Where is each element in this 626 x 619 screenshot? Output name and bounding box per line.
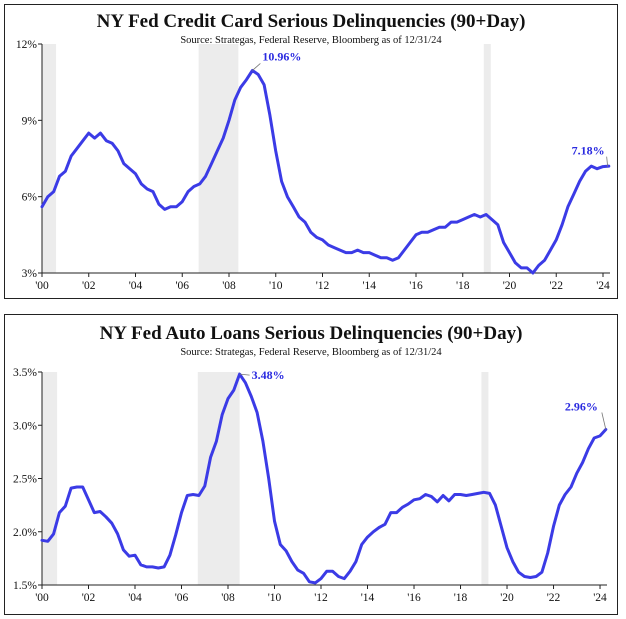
recession-band	[197, 372, 240, 585]
chart-title: NY Fed Credit Card Serious Delinquencies…	[96, 11, 526, 32]
x-tick-label: '18	[456, 280, 470, 292]
x-tick-label: '02	[82, 280, 96, 292]
x-tick-label: '18	[454, 592, 468, 604]
x-tick-label: '02	[82, 592, 96, 604]
x-tick-label: '08	[222, 280, 236, 292]
x-tick-label: '04	[129, 280, 143, 292]
recession-band	[483, 44, 491, 273]
y-tick-label: 12%	[16, 39, 38, 51]
recession-band	[198, 44, 239, 273]
x-tick-label: '10	[269, 280, 283, 292]
auto-loan-delinquency-chart-panel: NY Fed Auto Loans Serious Delinquencies …	[4, 314, 618, 615]
chart-subtitle: Source: Strategas, Federal Reserve, Bloo…	[180, 35, 442, 46]
credit-card-delinquency-chart-panel: NY Fed Credit Card Serious Delinquencies…	[4, 4, 618, 299]
y-tick-label: 2.0%	[13, 527, 37, 539]
recession-band	[481, 372, 489, 585]
series-line	[40, 69, 611, 275]
x-tick-label: '12	[314, 592, 328, 604]
y-tick-label: 6%	[22, 192, 38, 204]
x-tick-label: '08	[221, 592, 235, 604]
x-tick-label: '20	[500, 592, 514, 604]
x-tick-label: '24	[593, 592, 607, 604]
y-tick-label: 3.0%	[13, 420, 37, 432]
x-tick-label: '06	[175, 280, 189, 292]
x-tick-label: '06	[175, 592, 189, 604]
x-tick-label: '10	[268, 592, 282, 604]
x-tick-label: '22	[549, 280, 563, 292]
x-tick-label: '14	[362, 280, 376, 292]
chart-subtitle: Source: Strategas, Federal Reserve, Bloo…	[180, 347, 442, 358]
annotation-leader-line	[601, 412, 607, 430]
annotation-label: 2.96%	[565, 400, 598, 414]
annotation-leader-line	[239, 373, 250, 376]
x-tick-label: '14	[361, 592, 375, 604]
auto-loan-chart-svg: 1.5% 2.0% 2.5% 3.0% 3.5% '00 '02 '04 '06 '08 '10 '1…	[13, 367, 608, 604]
annotation-label: 3.48%	[252, 368, 285, 382]
chart-title: NY Fed Auto Loans Serious Delinquencies …	[99, 323, 523, 344]
y-tick-label: 2.5%	[13, 474, 37, 486]
x-tick-label: '00	[35, 280, 49, 292]
x-tick-label: '20	[503, 280, 517, 292]
annotation-label: 10.96%	[262, 49, 301, 63]
x-tick-label: '12	[316, 280, 330, 292]
x-tick-label: '16	[407, 592, 421, 604]
annotation-leader-line	[252, 63, 261, 71]
y-tick-label: 9%	[22, 115, 38, 127]
recession-band	[42, 44, 57, 273]
recession-band	[42, 372, 58, 585]
x-tick-label: '16	[409, 280, 423, 292]
x-tick-label: '00	[35, 592, 49, 604]
y-tick-label: 3%	[22, 268, 38, 280]
series-line	[40, 372, 608, 585]
y-tick-label: 3.5%	[13, 367, 37, 379]
annotation-label: 7.18%	[572, 144, 605, 158]
y-tick-label: 1.5%	[13, 580, 37, 592]
credit-card-chart-svg: 3% 6% 9% 12% '00 '02 '04 '06 '08 '10 '12 '14 '16 '18 '…	[16, 39, 611, 292]
x-tick-label: '24	[596, 280, 610, 292]
annotation-leader-line	[606, 156, 609, 167]
x-tick-label: '22	[547, 592, 561, 604]
x-tick-label: '04	[128, 592, 142, 604]
